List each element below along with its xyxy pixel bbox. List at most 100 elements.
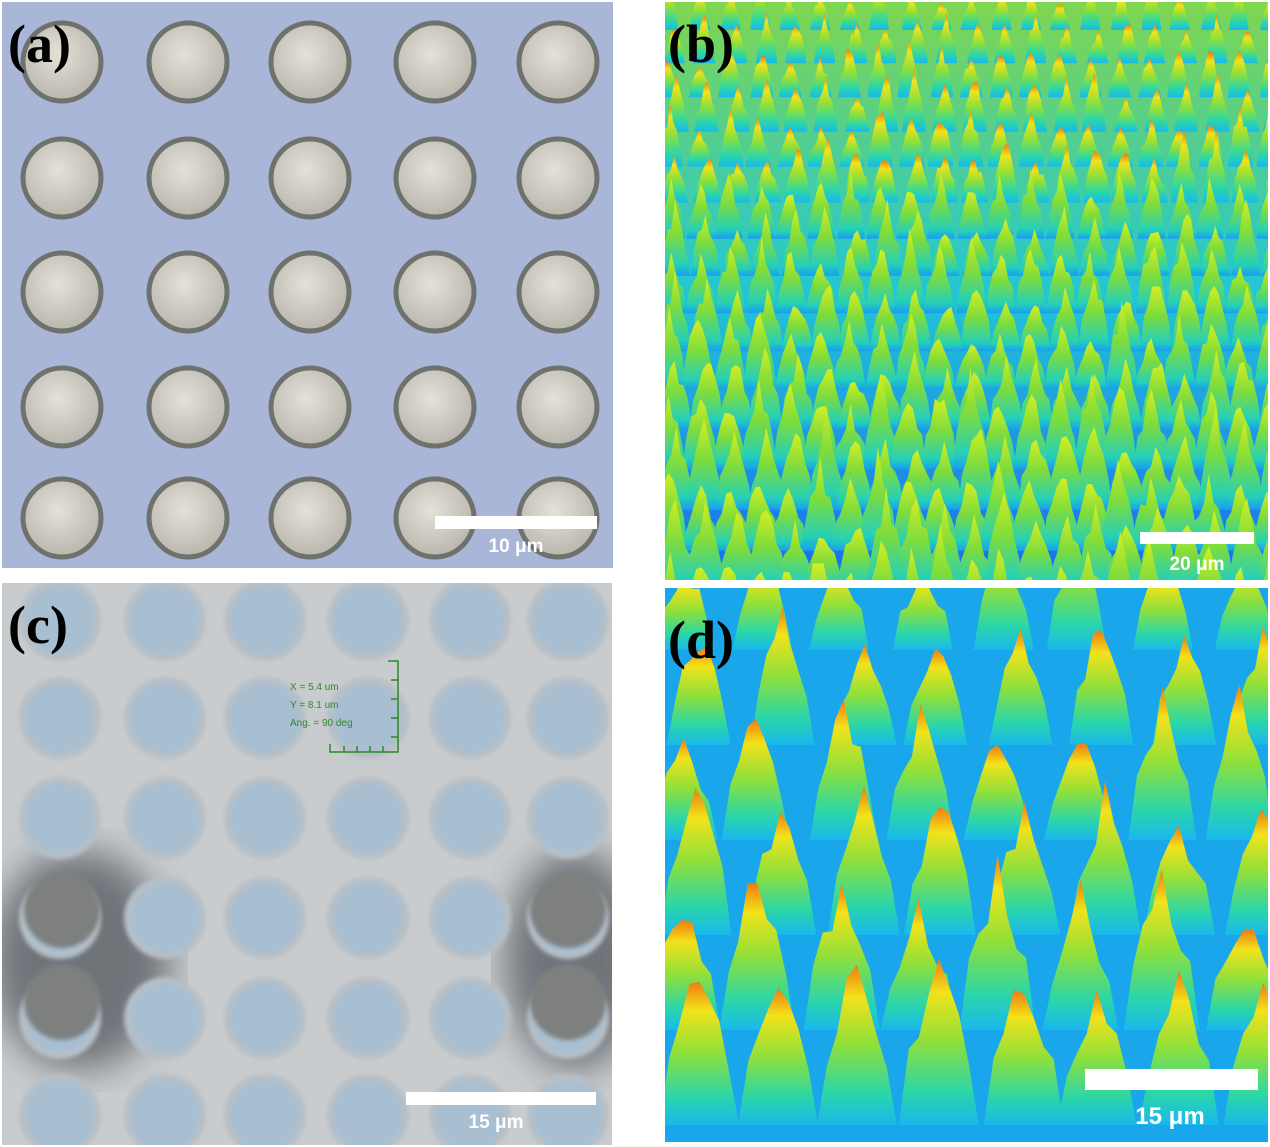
- height-peak: [1056, 565, 1068, 580]
- height-peak: [776, 519, 814, 580]
- height-peak: [867, 487, 906, 580]
- height-peak: [1227, 50, 1251, 98]
- height-peak: [921, 398, 958, 470]
- pillar: [224, 583, 306, 661]
- height-peak: [718, 512, 756, 580]
- height-peak: [1137, 177, 1167, 239]
- height-peak: [837, 527, 875, 580]
- height-peak: [1048, 286, 1082, 352]
- height-peak: [1169, 524, 1206, 580]
- pillar: [327, 977, 409, 1059]
- height-peak: [1206, 929, 1268, 1030]
- dark-pillar: [24, 872, 100, 948]
- height-peak: [1256, 452, 1268, 510]
- height-peak: [827, 786, 900, 935]
- height-peak: [898, 117, 925, 167]
- height-peak: [983, 990, 1064, 1125]
- height-peak: [813, 12, 836, 64]
- height-peak: [809, 206, 840, 276]
- height-peak: [1022, 84, 1047, 132]
- pillar: [19, 1074, 101, 1145]
- height-peak: [1261, 247, 1268, 276]
- pillar: [19, 583, 101, 661]
- height-peak: [745, 117, 771, 167]
- scale-bar: [1085, 1069, 1258, 1090]
- height-peak: [871, 540, 894, 580]
- panel-d-image: [665, 588, 1268, 1142]
- height-peak: [1086, 30, 1109, 64]
- pillar: [20, 136, 104, 220]
- height-peak: [666, 646, 731, 745]
- height-peak: [746, 236, 778, 314]
- height-peak: [1169, 2, 1190, 30]
- height-peak: [1162, 314, 1197, 390]
- pillar: [429, 677, 511, 759]
- height-peak: [1013, 394, 1050, 470]
- height-peak: [779, 2, 800, 30]
- dark-pillar: [530, 872, 606, 948]
- height-peak: [1055, 25, 1078, 64]
- height-peak: [960, 290, 993, 352]
- pillar: [327, 877, 409, 959]
- height-peak: [1236, 31, 1258, 64]
- annotation-text: X = 5.4 um: [290, 682, 339, 693]
- height-peak: [930, 156, 958, 203]
- height-peak: [1018, 112, 1044, 167]
- height-peak: [1250, 402, 1268, 470]
- height-peak: [1079, 217, 1110, 276]
- height-peak: [1259, 62, 1268, 98]
- height-peak: [835, 247, 867, 314]
- height-peak: [1162, 399, 1200, 470]
- height-peak: [1110, 2, 1131, 30]
- height-peak: [1069, 630, 1134, 745]
- pillar: [327, 777, 409, 859]
- height-peak: [1132, 588, 1193, 650]
- height-peak: [836, 170, 866, 239]
- pillar: [224, 1074, 306, 1145]
- height-peak: [973, 588, 1034, 650]
- height-peak: [1257, 539, 1268, 580]
- pillar: [20, 365, 104, 449]
- height-peak: [989, 301, 1023, 352]
- height-peak: [961, 160, 989, 203]
- height-peak: [1256, 191, 1268, 239]
- scale-bar-label: 15 μm: [469, 1112, 524, 1133]
- height-peak: [1107, 56, 1131, 98]
- height-peak: [1266, 56, 1268, 64]
- pillar: [224, 977, 306, 1059]
- pillar: [327, 677, 409, 759]
- pillar: [124, 677, 206, 759]
- height-peak: [1251, 491, 1268, 551]
- height-peak: [784, 25, 807, 64]
- height-peak: [957, 192, 986, 239]
- height-peak: [1104, 172, 1134, 239]
- height-peak: [665, 981, 740, 1125]
- height-peak: [1256, 113, 1268, 167]
- height-peak: [1068, 780, 1141, 935]
- pillar: [124, 1074, 206, 1145]
- height-peak: [1205, 72, 1230, 132]
- measurement-annotation: X = 5.4 um Y = 8.1 um Ang. = 90 deg: [290, 660, 399, 753]
- height-peak: [988, 802, 1061, 935]
- height-peak: [864, 323, 899, 390]
- pillar: [224, 677, 306, 759]
- height-peak: [951, 482, 992, 551]
- pillar: [327, 1074, 409, 1145]
- height-peak: [988, 628, 1053, 745]
- height-peak: [867, 112, 893, 167]
- pillar: [268, 250, 352, 334]
- height-peak: [840, 2, 861, 30]
- height-peak: [1017, 520, 1055, 580]
- height-peak: [775, 252, 807, 314]
- panel-a-image: [2, 2, 613, 568]
- height-peak: [958, 109, 984, 167]
- panel-b-image: [665, 2, 1268, 580]
- height-peak: [886, 704, 955, 840]
- height-peak: [1073, 340, 1108, 390]
- pillar: [146, 365, 230, 449]
- height-peak: [665, 104, 683, 167]
- height-peak: [1014, 248, 1047, 314]
- height-peak: [685, 418, 724, 510]
- pillar: [19, 677, 101, 759]
- height-peak: [808, 588, 869, 650]
